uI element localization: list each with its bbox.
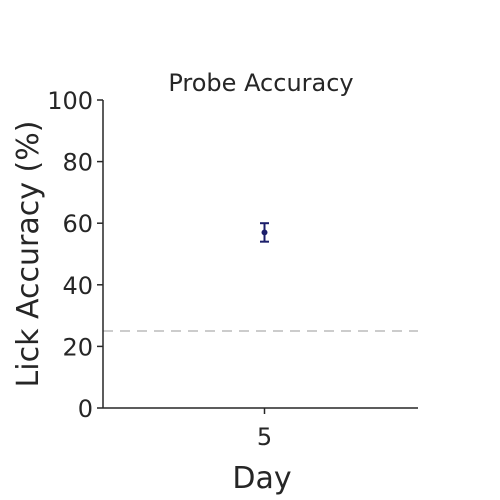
plot-area xyxy=(103,222,418,332)
x-axis-ticks: 5 xyxy=(257,408,272,451)
y-axis-title: Lick Accuracy (%) xyxy=(11,121,46,388)
y-tick-label: 60 xyxy=(62,210,93,238)
y-tick-label: 100 xyxy=(47,87,93,115)
y-tick-label: 0 xyxy=(78,395,93,423)
y-tick-label: 80 xyxy=(62,149,93,177)
x-tick-label: 5 xyxy=(257,423,272,451)
chart-title: Probe Accuracy xyxy=(168,69,353,97)
y-axis-ticks: 0 20 40 60 80 100 xyxy=(47,87,103,423)
data-point xyxy=(261,229,268,236)
y-tick-label: 20 xyxy=(62,333,93,361)
y-tick-label: 40 xyxy=(62,272,93,300)
x-axis-title: Day xyxy=(232,461,291,496)
